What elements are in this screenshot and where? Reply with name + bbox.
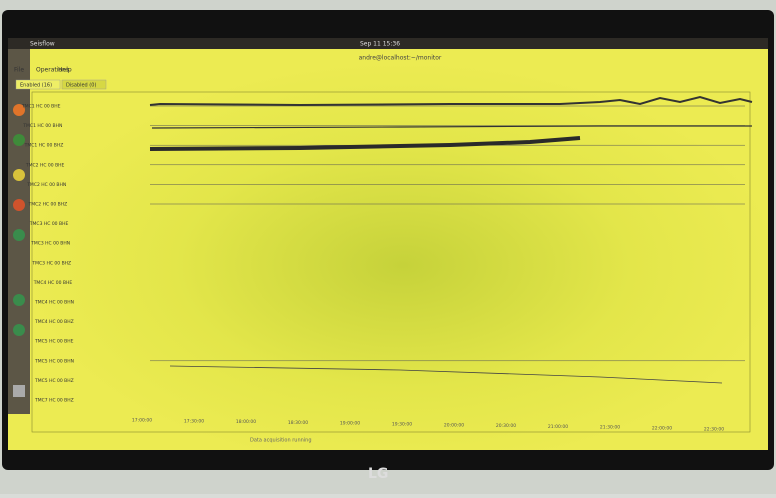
channel-label: TMC7 HC 00 BHZ — [34, 398, 74, 404]
channel-label: TMC4 HC 00 BHZ — [34, 319, 74, 325]
page: Seisflow Sep 11 15:36 andre@localhost:~/… — [0, 0, 776, 494]
tab-label: Enabled (16) — [20, 83, 52, 89]
clock: Sep 11 15:36 — [360, 41, 400, 48]
channel-label: TMC3 HC 00 BHE — [29, 221, 69, 227]
channel-label: TMC2 HC 00 BHE — [25, 162, 65, 168]
channel-label: TMC5 HC 00 BHE — [34, 339, 74, 345]
menu-item[interactable]: File — [14, 67, 24, 74]
time-label: 20:00:00 — [444, 422, 464, 428]
time-label: 18:30:00 — [288, 420, 308, 426]
dock-icon[interactable] — [13, 324, 25, 336]
time-label: 22:00:00 — [652, 426, 672, 432]
time-label: 21:30:00 — [600, 425, 620, 431]
channel-label: TMC5 HC 00 BHZ — [34, 378, 74, 384]
menu-item[interactable]: Help — [58, 67, 72, 74]
tab-label: Disabled (0) — [66, 83, 96, 89]
channel-label: TMC3 HC 00 BHZ — [31, 260, 71, 266]
dock-icon[interactable] — [13, 385, 25, 397]
time-label: 20:30:00 — [496, 423, 516, 429]
app-name: Seisflow — [30, 41, 55, 48]
status-text: Data acquisition running — [250, 438, 312, 444]
photo: Seisflow Sep 11 15:36 andre@localhost:~/… — [0, 0, 776, 494]
time-label: 22:30:00 — [704, 426, 724, 432]
dock-icon[interactable] — [13, 169, 25, 181]
time-label: 19:00:00 — [340, 421, 360, 427]
time-label: 18:00:00 — [236, 419, 256, 425]
time-label: 21:00:00 — [548, 424, 568, 430]
channel-label: TMC1 HC 00 BHN — [22, 123, 62, 129]
channel-label: TMC4 HC 00 BHN — [34, 300, 74, 306]
channel-label: TMC2 HC 00 BHZ — [28, 202, 68, 208]
time-label: 17:30:00 — [184, 418, 204, 424]
channel-label: TMC3 HC 00 BHN — [30, 241, 70, 247]
window-title: andre@localhost:~/monitor — [359, 55, 442, 62]
dock-icon[interactable] — [13, 229, 25, 241]
channel-label: TMC2 HC 00 BHN — [26, 182, 66, 188]
dock-icon[interactable] — [13, 294, 25, 306]
dock-icon[interactable] — [13, 134, 25, 146]
channel-label: TMC1 HC 00 BHZ — [24, 143, 64, 149]
channel-label: TMC4 HC 00 BHE — [33, 280, 73, 286]
channel-label: TMC1 HC 00 BHE — [21, 104, 61, 110]
screen — [8, 40, 768, 450]
time-label: 17:00:00 — [132, 418, 152, 424]
monitor-brand: LG — [368, 466, 388, 482]
channel-label: TMC5 HC 00 BHN — [34, 358, 74, 364]
dock-icon[interactable] — [13, 199, 25, 211]
time-label: 19:30:00 — [392, 422, 412, 428]
